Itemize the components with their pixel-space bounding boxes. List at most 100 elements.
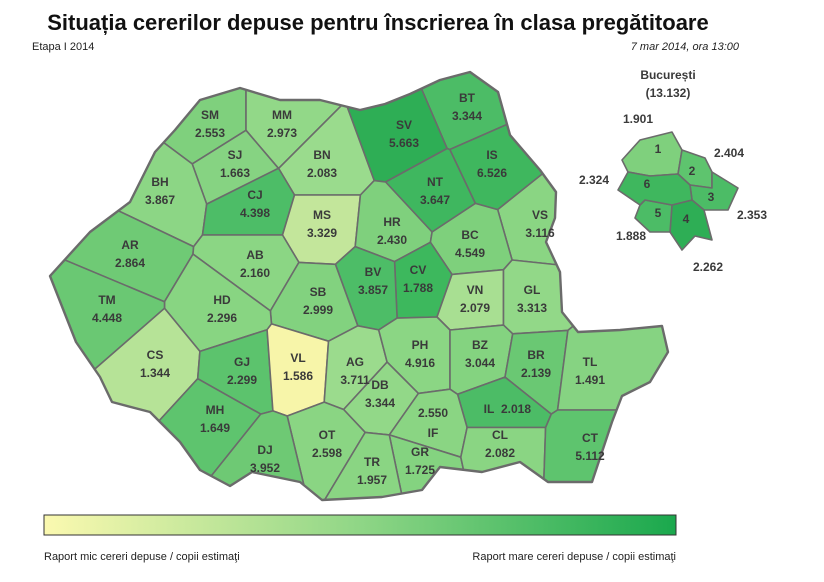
county-code: BV	[365, 265, 382, 279]
sector-label: 6	[644, 177, 651, 191]
county-code: HR	[383, 215, 401, 229]
sector	[617, 171, 693, 206]
county-code: CJ	[247, 188, 262, 202]
county-value: 3.044	[465, 356, 495, 370]
county-code: DJ	[257, 443, 272, 457]
county-code: HD	[213, 293, 231, 307]
sector-value: 2.404	[714, 146, 744, 160]
county-value: 1.344	[140, 366, 170, 380]
sector-label: 3	[708, 190, 715, 204]
county-code: VN	[467, 283, 484, 297]
legend-bar	[43, 514, 677, 536]
county-value: 3.313	[517, 301, 547, 315]
county	[556, 209, 668, 411]
county-value: 1.663	[220, 166, 250, 180]
county-code: BC	[461, 228, 479, 242]
county-code: AB	[246, 248, 264, 262]
county-code: TM	[98, 293, 115, 307]
county-code: SM	[201, 108, 219, 122]
county-value: 2.139	[521, 366, 551, 380]
county-code: MM	[272, 108, 292, 122]
county-value: 2.864	[115, 256, 145, 270]
bucharest-title: București	[640, 68, 695, 82]
county-value: 2.553	[195, 126, 225, 140]
sector-value: 2.353	[737, 208, 767, 222]
county-value: 1.491	[575, 373, 605, 387]
county-value: 5.112	[575, 449, 605, 463]
sector-value: 2.324	[579, 173, 609, 187]
county-code: DB	[371, 378, 389, 392]
county-value: 2.018	[501, 402, 531, 416]
country-border	[48, 70, 670, 502]
county-value: 2.299	[227, 373, 257, 387]
sector-label: 4	[683, 212, 690, 226]
county-value: 1.649	[200, 421, 230, 435]
county-value: 1.586	[283, 369, 313, 383]
county-code: CS	[147, 348, 164, 362]
county-value: 5.663	[389, 136, 419, 150]
county-value: 3.952	[250, 461, 280, 475]
county-code: BT	[459, 91, 476, 105]
county-code: TR	[364, 455, 380, 469]
county-value: 1.788	[403, 281, 433, 295]
sector-label: 1	[655, 142, 662, 156]
sector	[621, 131, 683, 177]
county-labels: SM 2.553 MM 2.973 BT 3.344 SV 5.663 BN 2.083 IS 6.5…	[92, 91, 605, 487]
county-code: IF	[428, 426, 439, 440]
county	[304, 431, 421, 500]
county-value: 3.344	[365, 396, 395, 410]
county-code: IS	[486, 148, 497, 162]
county-value: 3.857	[358, 283, 388, 297]
county-code: MS	[313, 208, 331, 222]
title: Situația cererilor depuse pentru înscrie…	[47, 10, 708, 35]
county-code: GJ	[234, 355, 250, 369]
county-code: CV	[410, 263, 427, 277]
county-value: 2.160	[240, 266, 270, 280]
county-code: NT	[427, 175, 444, 189]
county-value: 3.344	[452, 109, 482, 123]
date: 7 mar 2014, ora 13:00	[631, 41, 740, 53]
county-code: AR	[121, 238, 139, 252]
county-value: 2.999	[303, 303, 333, 317]
bucharest-total: (13.132)	[646, 86, 691, 100]
county-value: 4.448	[92, 311, 122, 325]
county-value: 2.973	[267, 126, 297, 140]
county-code: CL	[492, 428, 508, 442]
county-code: BZ	[472, 338, 488, 352]
legend-high: Raport mare cereri depuse / copii estima…	[472, 551, 676, 563]
county-value: 2.083	[307, 166, 337, 180]
county-code: BN	[313, 148, 330, 162]
county-value: 2.296	[207, 311, 237, 325]
county-code: GR	[411, 445, 429, 459]
sector-value: 2.262	[693, 260, 723, 274]
county-value: 2.598	[312, 446, 342, 460]
county-value: 3.647	[420, 193, 450, 207]
county-value: 2.430	[377, 233, 407, 247]
county-value: 3.116	[525, 226, 555, 240]
county-code: BH	[151, 175, 168, 189]
county-code: OT	[319, 428, 336, 442]
stage: Etapa I 2014	[32, 41, 94, 53]
county-code: PH	[412, 338, 429, 352]
county-code: CT	[582, 431, 599, 445]
bucharest-inset: 1 1.901 2 2.404 3 2.353 4 2.262 5 1.888 6 2.324	[579, 112, 767, 274]
county-code: BR	[527, 348, 545, 362]
county-code: SB	[310, 285, 327, 299]
county-code: TL	[583, 355, 598, 369]
county-value: 3.711	[340, 373, 370, 387]
county-code: MH	[206, 403, 225, 417]
county-value: 1.957	[357, 473, 387, 487]
county-value: 3.329	[307, 226, 337, 240]
county-value: 3.867	[145, 193, 175, 207]
county-value: 2.550	[418, 406, 448, 420]
county-code: IL	[484, 402, 495, 416]
county-value: 6.526	[477, 166, 507, 180]
county-value: 4.398	[240, 206, 270, 220]
sector-value: 1.901	[623, 112, 653, 126]
county-code: SJ	[228, 148, 243, 162]
county-code: SV	[396, 118, 412, 132]
sector-label: 2	[689, 164, 696, 178]
sector-value: 1.888	[616, 229, 646, 243]
